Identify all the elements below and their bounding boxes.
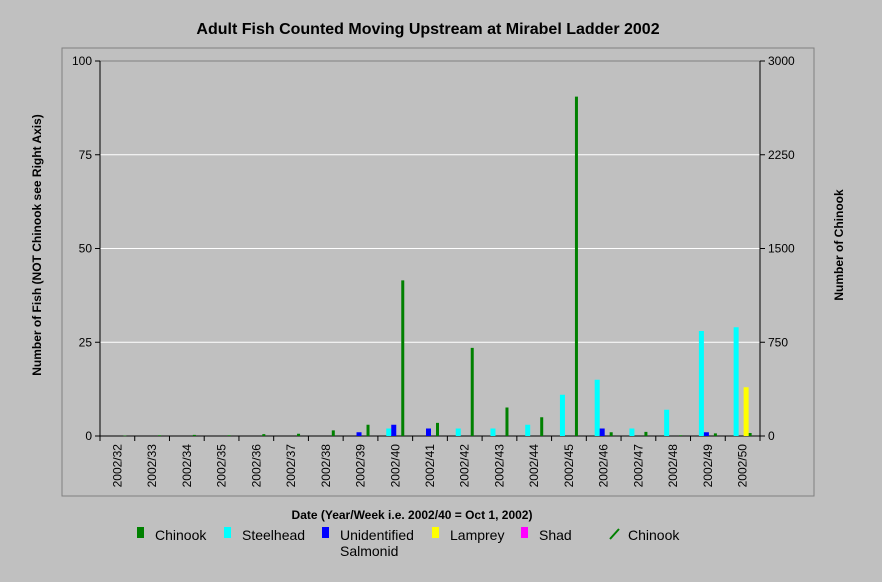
x-tick-label: 2002/48 — [666, 444, 680, 488]
legend-label: Unidentified — [340, 527, 414, 543]
y-tick-label: 100 — [72, 54, 92, 68]
legend-swatch — [137, 527, 144, 538]
x-tick-label: 2002/40 — [388, 444, 402, 488]
bar-steelhead — [490, 428, 496, 436]
bar-chinook — [540, 417, 544, 436]
x-tick-label: 2002/44 — [527, 444, 541, 488]
bar-chinook — [192, 434, 196, 436]
legend-label: Salmonid — [340, 543, 398, 559]
legend-swatch — [224, 527, 231, 538]
x-tick-label: 2002/41 — [423, 444, 437, 488]
bar-chinook — [609, 432, 613, 436]
bar-chinook — [366, 424, 370, 436]
y-right-tick-label: 750 — [768, 335, 788, 349]
bar-chinook — [227, 435, 231, 436]
bar-unidentified-salmonid — [426, 428, 431, 436]
bar-chinook — [644, 431, 648, 436]
bar-chinook — [158, 435, 162, 436]
bar-steelhead — [525, 424, 531, 436]
y-axis-left-title: Number of Fish (NOT Chinook see Right Ax… — [30, 114, 44, 376]
legend-label: Lamprey — [450, 527, 504, 543]
y-right-tick-label: 2250 — [768, 148, 795, 162]
bars — [123, 96, 752, 437]
x-tick-label: 2002/50 — [736, 444, 750, 488]
legend-swatch — [432, 527, 439, 538]
legend-line-swatch — [609, 528, 620, 540]
x-axis-title: Date (Year/Week i.e. 2002/40 = Oct 1, 20… — [292, 508, 533, 522]
bar-steelhead — [386, 428, 392, 436]
bar-steelhead — [455, 428, 461, 436]
x-tick-label: 2002/47 — [631, 444, 645, 488]
bar-chinook — [713, 433, 717, 436]
bar-chinook — [401, 280, 405, 436]
y-tick-label: 25 — [79, 335, 93, 349]
bar-unidentified-salmonid — [391, 424, 397, 436]
y-axis-left-ticks: 0 25 50 75 100 — [72, 54, 100, 443]
bar-steelhead — [664, 409, 670, 436]
bar-steelhead — [698, 331, 704, 436]
y-axis-right-ticks: 0 750 1500 2250 3000 — [760, 54, 795, 443]
bar-chinook — [505, 407, 509, 436]
x-tick-label: 2002/36 — [249, 444, 263, 488]
legend-label: Shad — [539, 527, 572, 543]
x-tick-label: 2002/32 — [110, 444, 124, 488]
y-right-tick-label: 0 — [768, 429, 775, 443]
x-tick-label: 2002/45 — [562, 444, 576, 488]
bar-lamprey — [743, 387, 749, 436]
bar-chinook — [748, 433, 752, 436]
x-tick-label: 2002/43 — [492, 444, 506, 488]
bar-chinook — [262, 434, 266, 436]
y-tick-label: 0 — [85, 429, 92, 443]
x-tick-label: 2002/39 — [354, 444, 368, 488]
legend-swatch — [322, 527, 329, 538]
legend-label: Chinook — [628, 527, 680, 543]
x-tick-label: 2002/33 — [145, 444, 159, 488]
legend-label: Chinook — [155, 527, 207, 543]
bar-chinook — [297, 433, 301, 436]
bar-chinook — [470, 347, 474, 436]
x-tick-label: 2002/34 — [180, 444, 194, 488]
y-axis-right-title: Number of Chinook — [832, 189, 846, 301]
y-right-tick-label: 3000 — [768, 54, 795, 68]
x-tick-label: 2002/35 — [215, 444, 229, 488]
y-tick-label: 75 — [79, 148, 93, 162]
bar-steelhead — [629, 428, 635, 436]
bar-chinook — [574, 96, 578, 436]
bar-chinook — [331, 430, 335, 436]
x-axis-ticks: 2002/32 2002/33 2002/34 2002/35 2002/36 2002/… — [99, 436, 761, 488]
bar-chinook — [123, 435, 127, 437]
y-right-tick-label: 1500 — [768, 242, 795, 256]
legend-label: Steelhead — [242, 527, 305, 543]
x-tick-label: 2002/38 — [319, 444, 333, 488]
bar-unidentified-salmonid — [599, 428, 605, 436]
x-tick-label: 2002/49 — [701, 444, 715, 488]
bar-steelhead — [733, 327, 739, 436]
bar-steelhead — [559, 394, 565, 436]
chart-title: Adult Fish Counted Moving Upstream at Mi… — [196, 21, 659, 38]
legend-swatch — [521, 527, 528, 538]
bar-chinook — [436, 422, 439, 436]
x-tick-label: 2002/37 — [284, 444, 298, 488]
bar-unidentified-salmonid — [356, 432, 362, 436]
bar-unidentified-salmonid — [703, 432, 709, 436]
bar-chinook — [679, 435, 683, 436]
x-tick-label: 2002/46 — [597, 444, 611, 488]
bar-steelhead — [594, 379, 600, 436]
x-tick-label: 2002/42 — [458, 444, 472, 488]
y-tick-label: 50 — [79, 242, 93, 256]
